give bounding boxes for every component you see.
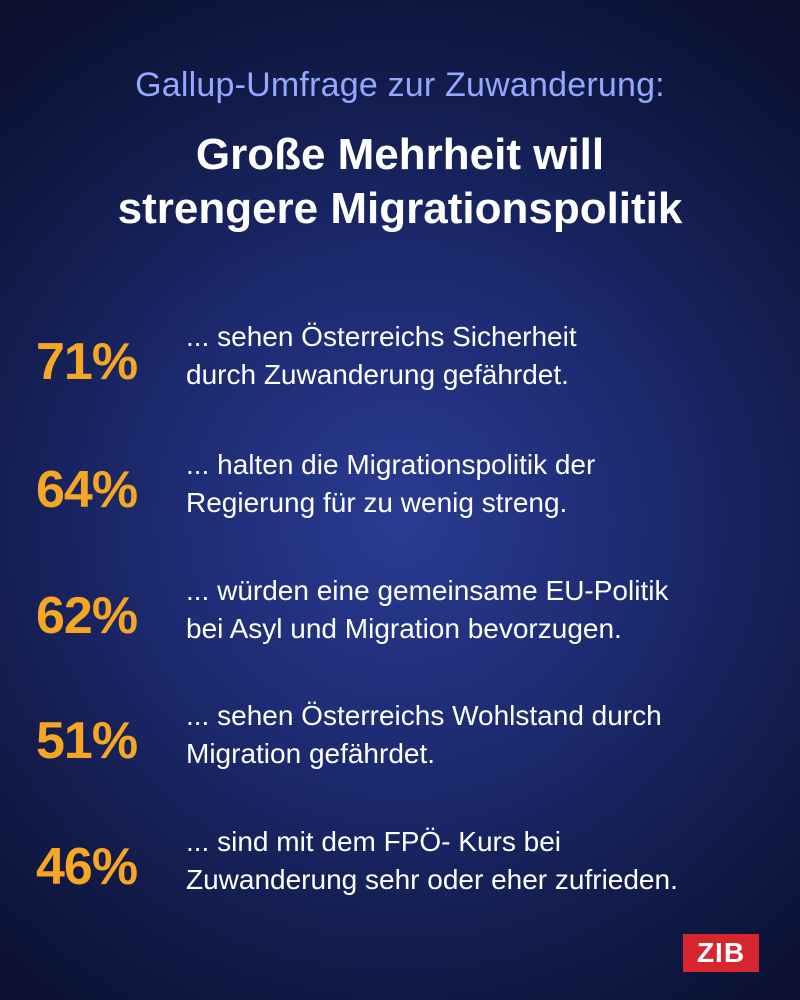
stat-item: 46% ... sind mit dem FPÖ- Kurs bei Zuwan…	[36, 823, 776, 923]
stat-text: ... sind mit dem FPÖ- Kurs bei Zuwanderu…	[186, 823, 776, 899]
headline: Große Mehrheit will strengere Migrations…	[20, 128, 780, 236]
headline-line-1: Große Mehrheit will	[195, 130, 605, 179]
stat-text: ... würden eine gemeinsame EU-Politik be…	[186, 572, 776, 648]
stat-text: ... sehen Österreichs Sicherheit durch Z…	[186, 318, 776, 394]
stat-percent: 51%	[36, 712, 138, 770]
stat-text-line-2: durch Zuwanderung gefährdet.	[186, 359, 569, 390]
stat-percent: 64%	[36, 461, 138, 519]
stat-text: ... halten die Migrationspolitik der Reg…	[186, 446, 776, 522]
stat-percent: 71%	[36, 333, 138, 391]
zib-logo: ZIB	[683, 934, 759, 972]
stat-item: 64% ... halten die Migrationspolitik der…	[36, 446, 776, 546]
stat-text-line-1: ... sehen Österreichs Sicherheit	[186, 321, 577, 352]
stat-percent: 46%	[36, 838, 138, 896]
stat-text-line-1: ... halten die Migrationspolitik der	[186, 449, 596, 480]
kicker-title: Gallup-Umfrage zur Zuwanderung:	[135, 66, 665, 104]
stat-item: 71% ... sehen Österreichs Sicherheit dur…	[36, 318, 776, 418]
stat-text-line-2: bei Asyl und Migration bevorzugen.	[186, 613, 622, 644]
stat-text-line-1: ... sind mit dem FPÖ- Kurs bei	[186, 826, 561, 857]
stat-text-line-1: ... würden eine gemeinsame EU-Politik	[186, 575, 669, 606]
headline-line-2: strengere Migrationspolitik	[117, 184, 683, 233]
stat-text-line-2: Zuwanderung sehr oder eher zufrieden.	[186, 864, 678, 895]
stat-text-line-1: ... sehen Österreichs Wohlstand durch	[186, 700, 662, 731]
stat-text-line-2: Migration gefährdet.	[186, 738, 436, 769]
stat-item: 51% ... sehen Österreichs Wohlstand durc…	[36, 697, 776, 797]
stat-text-line-2: Regierung für zu wenig streng.	[186, 487, 568, 518]
stat-percent: 62%	[36, 587, 138, 645]
stat-text: ... sehen Österreichs Wohlstand durch Mi…	[186, 697, 776, 773]
stat-item: 62% ... würden eine gemeinsame EU-Politi…	[36, 572, 776, 672]
